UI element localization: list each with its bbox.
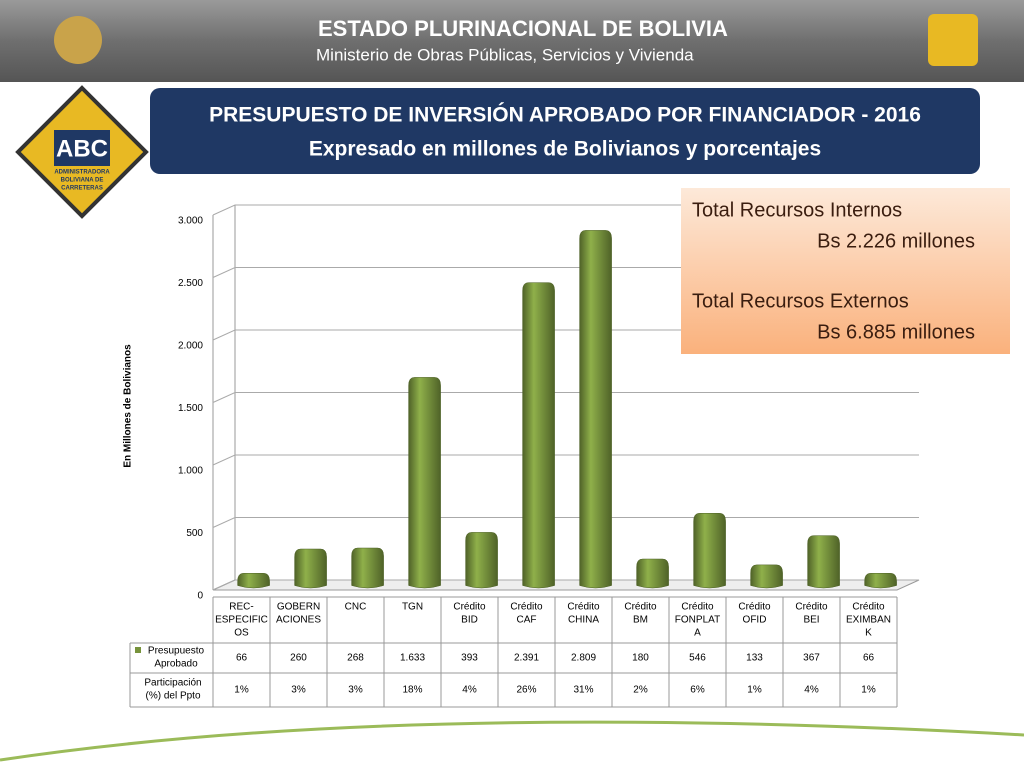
grid-line bbox=[212, 454, 919, 466]
value-label: 66 bbox=[863, 653, 875, 664]
x-tick-label: BID bbox=[461, 615, 478, 626]
value-label: 260 bbox=[290, 653, 307, 664]
grid-line bbox=[212, 517, 919, 528]
x-tick-label: Crédito bbox=[852, 602, 885, 613]
bar bbox=[864, 573, 897, 589]
x-tick-label: Crédito bbox=[681, 602, 714, 613]
percent-label: 18% bbox=[402, 685, 422, 696]
y-tick-label: 500 bbox=[186, 528, 203, 539]
abc-text: ABC bbox=[56, 135, 108, 162]
percent-label: 31% bbox=[573, 685, 593, 696]
y-tick-label: 1.500 bbox=[178, 403, 203, 414]
coat-of-arms bbox=[54, 16, 102, 64]
value-label: 393 bbox=[461, 653, 478, 664]
value-label: 546 bbox=[689, 653, 706, 664]
x-tick-label: GOBERN bbox=[277, 602, 320, 613]
x-tick-label: A bbox=[694, 628, 701, 639]
info-text: Bs 6.885 millones bbox=[817, 321, 975, 343]
x-tick-label: Crédito bbox=[567, 602, 600, 613]
value-label: 66 bbox=[236, 653, 248, 664]
value-label: 180 bbox=[632, 653, 649, 664]
percent-label: 1% bbox=[747, 685, 762, 696]
x-tick-label: CAF bbox=[517, 615, 537, 626]
decor-line bbox=[0, 720, 1024, 762]
bar bbox=[807, 535, 840, 589]
info-text: Total Recursos Internos bbox=[692, 199, 902, 221]
x-tick-label: CHINA bbox=[568, 615, 599, 626]
y-tick-label: 3.000 bbox=[178, 216, 203, 227]
x-tick-label: EXIMBAN bbox=[846, 615, 891, 626]
bar bbox=[693, 513, 726, 589]
percent-label: 4% bbox=[462, 685, 477, 696]
grid-line bbox=[212, 579, 919, 591]
header-band bbox=[0, 0, 1024, 82]
x-tick-label: CNC bbox=[345, 602, 367, 613]
y-tick-label: 0 bbox=[197, 591, 203, 602]
chart-title: PRESUPUESTO DE INVERSIÓN APROBADO POR FI… bbox=[209, 103, 921, 127]
x-tick-label: OFID bbox=[743, 615, 767, 626]
row-label: (%) del Ppto bbox=[145, 691, 200, 702]
abc-logo-box bbox=[54, 130, 110, 166]
legend-label: Aprobado bbox=[154, 659, 198, 670]
y-tick-label: 2.000 bbox=[178, 341, 203, 352]
x-tick-label: BEI bbox=[803, 615, 819, 626]
abc-caption: ADMINISTRADORA bbox=[54, 170, 110, 176]
value-label: 367 bbox=[803, 653, 820, 664]
value-label: 2.809 bbox=[571, 653, 596, 664]
percent-label: 1% bbox=[234, 685, 249, 696]
percent-label: 6% bbox=[690, 685, 705, 696]
value-label: 2.391 bbox=[514, 653, 539, 664]
abc-caption: BOLIVIANA DE bbox=[61, 178, 104, 184]
chart-subtitle: Expresado en millones de Bolivianos y po… bbox=[309, 138, 821, 161]
value-label: 268 bbox=[347, 653, 364, 664]
x-tick-label: OS bbox=[234, 628, 249, 639]
x-tick-label: BM bbox=[633, 615, 648, 626]
x-tick-label: ESPECIFIC bbox=[215, 615, 268, 626]
x-tick-label: FONPLAT bbox=[675, 615, 720, 626]
legend-swatch bbox=[135, 647, 141, 653]
percent-label: 3% bbox=[291, 685, 306, 696]
bar bbox=[408, 377, 441, 589]
bar bbox=[465, 532, 498, 589]
y-axis-label: En Millones de Bolivianos bbox=[123, 344, 134, 468]
percent-label: 3% bbox=[348, 685, 363, 696]
percent-label: 2% bbox=[633, 685, 648, 696]
value-label: 133 bbox=[746, 653, 763, 664]
x-tick-label: Crédito bbox=[510, 602, 543, 613]
y-tick-label: 1.000 bbox=[178, 466, 203, 477]
x-tick-label: Crédito bbox=[795, 602, 828, 613]
row-label: Participación bbox=[144, 678, 201, 689]
bar bbox=[237, 573, 270, 589]
bar bbox=[351, 547, 384, 589]
percent-label: 1% bbox=[861, 685, 876, 696]
x-tick-label: TGN bbox=[402, 602, 423, 613]
x-tick-label: ACIONES bbox=[276, 615, 321, 626]
grid-line bbox=[212, 392, 919, 403]
info-text: Total Recursos Externos bbox=[692, 290, 909, 312]
info-text: Bs 2.226 millones bbox=[817, 230, 975, 252]
bar bbox=[522, 282, 555, 589]
title-box bbox=[150, 88, 980, 174]
x-tick-label: K bbox=[865, 628, 872, 639]
y-tick-label: 2.500 bbox=[178, 278, 203, 289]
info-box bbox=[681, 188, 1010, 354]
x-tick-label: Crédito bbox=[624, 602, 657, 613]
legend-label: Presupuesto bbox=[148, 646, 205, 657]
x-tick-label: REC- bbox=[229, 602, 253, 613]
abc-caption: CARRETERAS bbox=[61, 186, 103, 192]
bar bbox=[636, 558, 669, 589]
header-title: ESTADO PLURINACIONAL DE BOLIVIA bbox=[318, 16, 728, 41]
value-label: 1.633 bbox=[400, 653, 425, 664]
bar bbox=[294, 548, 327, 589]
ministry-logo bbox=[928, 14, 978, 66]
x-tick-label: Crédito bbox=[738, 602, 771, 613]
bar bbox=[750, 564, 783, 589]
percent-label: 26% bbox=[516, 685, 536, 696]
header-subtitle: Ministerio de Obras Públicas, Servicios … bbox=[316, 45, 694, 64]
x-tick-label: Crédito bbox=[453, 602, 486, 613]
percent-label: 4% bbox=[804, 685, 819, 696]
bar bbox=[579, 230, 612, 589]
